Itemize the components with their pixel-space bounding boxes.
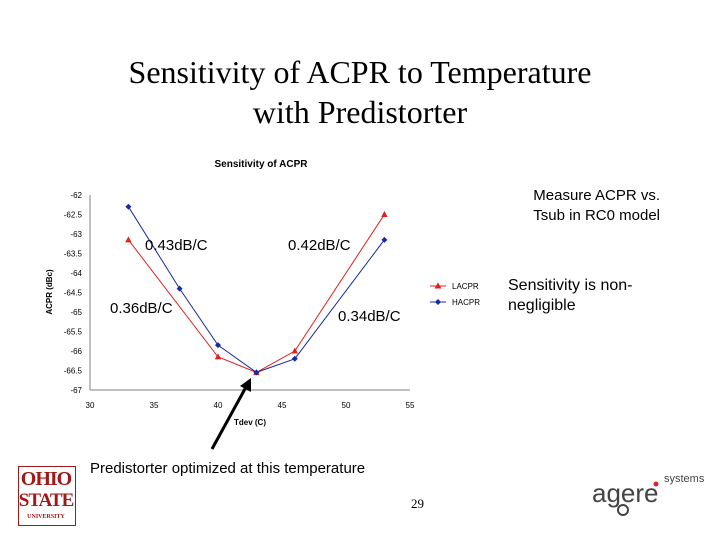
chart-title: Sensitivity of ACPR bbox=[215, 159, 309, 170]
y-tick-label: -64.5 bbox=[64, 289, 83, 298]
data-point-hacpr bbox=[253, 369, 260, 376]
legend-marker-hacpr bbox=[435, 299, 441, 305]
osu-logo-line-1: OHIO bbox=[20, 468, 72, 490]
y-tick-label: -62.5 bbox=[64, 211, 83, 220]
measure-note-line-1: Measure ACPR vs. bbox=[533, 187, 660, 204]
legend-marker-lacpr bbox=[434, 282, 442, 289]
agere-logo-ring bbox=[617, 504, 629, 516]
measure-note-line-2: Tsub in RC0 model bbox=[533, 207, 660, 224]
y-tick-label: -67 bbox=[70, 386, 82, 395]
title-line-1: Sensitivity of ACPR to Temperature bbox=[128, 54, 592, 90]
data-point-hacpr bbox=[125, 203, 132, 210]
sensitivity-note: Sensitivity is non- negligible bbox=[508, 276, 678, 316]
x-tick-label: 40 bbox=[214, 401, 223, 410]
y-tick-label: -63 bbox=[70, 230, 82, 239]
sensitivity-note-line-1: Sensitivity is non- bbox=[508, 277, 633, 294]
x-axis-label: Tdev (C) bbox=[234, 418, 266, 427]
data-point-hacpr bbox=[291, 355, 298, 362]
ohio-state-logo: OHIO STATE UNIVERSITY bbox=[16, 466, 76, 526]
agere-logo-word: agere bbox=[592, 478, 659, 508]
data-point-hacpr bbox=[176, 285, 183, 292]
osu-logo-line-3: UNIVERSITY bbox=[27, 514, 65, 520]
chart-series bbox=[125, 203, 388, 376]
x-tick-label: 30 bbox=[86, 401, 95, 410]
annotation-slope-3: 0.36dB/C bbox=[110, 300, 173, 317]
legend-label-lacpr: LACPR bbox=[452, 282, 479, 291]
series-line-hacpr bbox=[127, 206, 385, 373]
slide-title: Sensitivity of ACPR to Temperature with … bbox=[40, 52, 680, 132]
annotation-slope-4: 0.34dB/C bbox=[338, 308, 401, 325]
y-tick-label: -65.5 bbox=[64, 328, 83, 337]
y-tick-label: -66 bbox=[70, 347, 82, 356]
data-point-hacpr bbox=[215, 342, 221, 349]
data-point-lacpr bbox=[214, 353, 222, 360]
y-tick-label: -66.5 bbox=[64, 367, 83, 376]
data-point-lacpr bbox=[381, 211, 388, 217]
optimized-temperature-arrow bbox=[210, 378, 251, 450]
x-tick-label: 50 bbox=[342, 401, 351, 410]
agere-logo-dot bbox=[653, 481, 659, 487]
y-tick-label: -65 bbox=[70, 308, 82, 317]
data-point-lacpr bbox=[291, 347, 298, 354]
osu-logo-line-2: STATE bbox=[18, 490, 75, 511]
annotation-slope-1: 0.43dB/C bbox=[145, 237, 208, 254]
acpr-chart: Sensitivity of ACPR -62-62.5-63-63.5-64-… bbox=[45, 159, 480, 450]
data-point-lacpr bbox=[125, 236, 132, 243]
title-line-2: with Predistorter bbox=[252, 94, 468, 130]
x-tick-label: 35 bbox=[150, 401, 159, 410]
page-number: 29 bbox=[411, 496, 424, 511]
optimized-note: Predistorter optimized at this temperatu… bbox=[90, 460, 366, 477]
annotation-slope-2: 0.42dB/C bbox=[288, 237, 351, 254]
y-axis-label: ACPR (dBc) bbox=[45, 269, 54, 315]
y-tick-label: -62 bbox=[70, 191, 82, 200]
agere-systems-logo: agere systems bbox=[590, 468, 710, 518]
measure-note: Measure ACPR vs. Tsub in RC0 model bbox=[470, 186, 660, 226]
x-tick-labels: 30 35 40 45 50 55 bbox=[86, 401, 415, 410]
y-tick-label: -63.5 bbox=[64, 250, 83, 259]
y-tick-label: -64 bbox=[70, 269, 82, 278]
agere-logo-sub: systems bbox=[664, 473, 705, 485]
y-tick-labels: -62 -62.5 -63 -63.5 -64 -64.5 -65 -65.5 -66 -66.5… bbox=[64, 191, 83, 395]
data-point-hacpr bbox=[381, 236, 388, 243]
legend: LACPR HACPR bbox=[430, 282, 480, 307]
legend-label-hacpr: HACPR bbox=[452, 298, 480, 307]
sensitivity-note-line-2: negligible bbox=[508, 297, 576, 314]
x-tick-label: 45 bbox=[278, 401, 287, 410]
x-tick-label: 55 bbox=[406, 401, 415, 410]
